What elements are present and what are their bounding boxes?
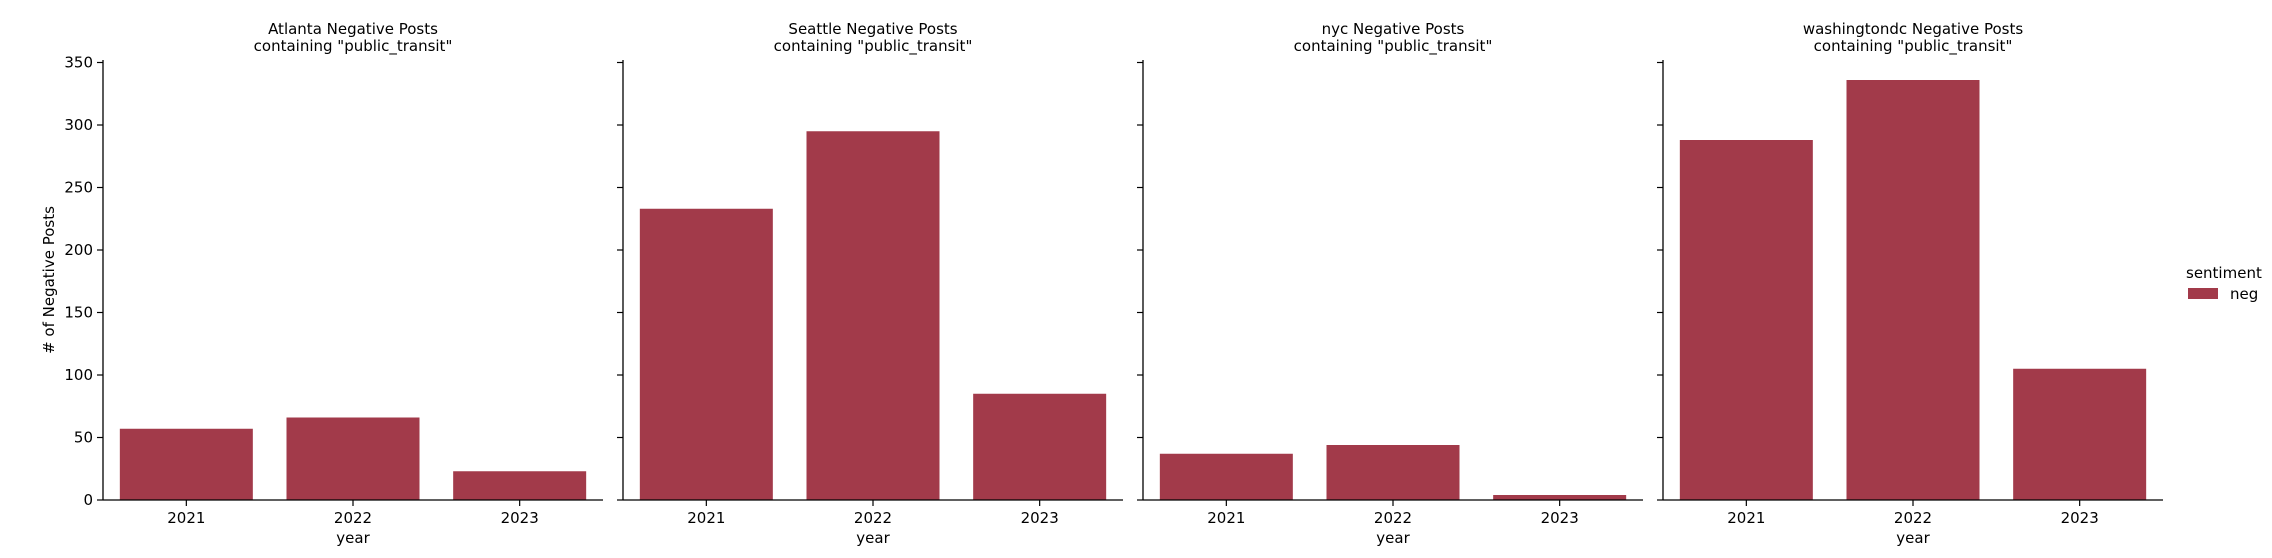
- bar-2021: [1159, 453, 1293, 500]
- x-tick-label: 2022: [334, 509, 372, 527]
- panel-title-line: nyc Negative Posts: [1322, 20, 1465, 38]
- x-tick-label: 2022: [854, 509, 892, 527]
- y-tick-label: 350: [64, 54, 93, 72]
- panel-title-line: washingtondc Negative Posts: [1803, 20, 2024, 38]
- y-tick-label: 250: [64, 179, 93, 197]
- bar-2023: [1493, 495, 1627, 500]
- y-tick-label: 100: [64, 366, 93, 384]
- panel-title-line: Atlanta Negative Posts: [268, 20, 438, 38]
- x-tick-label: 2021: [167, 509, 205, 527]
- y-tick-label: 200: [64, 241, 93, 259]
- x-axis-label: year: [1376, 529, 1410, 547]
- bar-2021: [119, 428, 253, 500]
- x-tick-label: 2021: [1207, 509, 1245, 527]
- legend-label-neg: neg: [2230, 285, 2258, 303]
- panel-title-line: Seattle Negative Posts: [788, 20, 957, 38]
- bar-2023: [973, 393, 1107, 500]
- y-tick-label: 150: [64, 304, 93, 322]
- legend: sentiment neg: [2186, 264, 2262, 303]
- bar-2022: [806, 131, 940, 500]
- x-axis-label: year: [856, 529, 890, 547]
- panel-title-line: containing "public_transit": [1294, 37, 1493, 56]
- panel-title: Atlanta Negative Posts containing "public…: [254, 20, 453, 56]
- x-tick-label: 2021: [687, 509, 725, 527]
- bar-2022: [286, 417, 420, 500]
- x-tick-label: 2023: [2061, 509, 2099, 527]
- bar-2022: [1846, 80, 1980, 500]
- x-tick-label: 2022: [1894, 509, 1932, 527]
- x-tick-label: 2023: [1541, 509, 1579, 527]
- legend-title: sentiment: [2186, 264, 2262, 282]
- legend-swatch-neg: [2188, 288, 2218, 299]
- y-tick-label: 300: [64, 116, 93, 134]
- facet-panel-1: Atlanta Negative Posts containing "public…: [40, 20, 603, 547]
- y-tick-label: 50: [74, 429, 93, 447]
- x-axis-label: year: [1896, 529, 1930, 547]
- x-tick-label: 2022: [1374, 509, 1412, 527]
- y-axis-label: # of Negative Posts: [40, 206, 58, 354]
- facet-panel-2: Seattle Negative Posts containing "public…: [617, 20, 1123, 547]
- panel-title: nyc Negative Posts containing "public_tra…: [1294, 20, 1493, 56]
- panel-title: Seattle Negative Posts containing "public…: [774, 20, 973, 56]
- x-axis-label: year: [336, 529, 370, 547]
- bar-2023: [453, 471, 587, 500]
- bar-2021: [639, 208, 773, 500]
- bar-2023: [2013, 368, 2147, 500]
- panel-title-line: containing "public_transit": [1814, 37, 2013, 56]
- bar-2021: [1679, 140, 1813, 500]
- facet-panel-4: washingtondc Negative Posts containing "p…: [1657, 20, 2163, 547]
- x-tick-label: 2023: [501, 509, 539, 527]
- bar-2022: [1326, 445, 1460, 500]
- panel-title-line: containing "public_transit": [774, 37, 973, 56]
- panel-title: washingtondc Negative Posts containing "p…: [1803, 20, 2024, 56]
- y-tick-label: 0: [83, 491, 93, 509]
- x-tick-label: 2023: [1021, 509, 1059, 527]
- panel-title-line: containing "public_transit": [254, 37, 453, 56]
- facet-panel-3: nyc Negative Posts containing "public_tra…: [1137, 20, 1643, 547]
- x-tick-label: 2021: [1727, 509, 1765, 527]
